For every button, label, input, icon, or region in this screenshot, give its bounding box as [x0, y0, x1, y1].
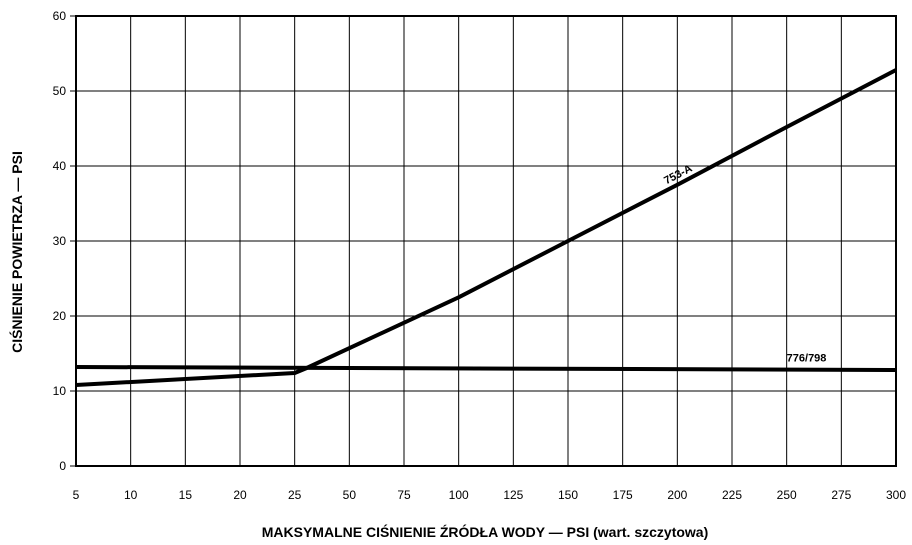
x-tick-label: 275: [831, 488, 851, 502]
x-tick-label: 50: [343, 488, 357, 502]
y-tick-label: 10: [53, 384, 67, 398]
x-axis-title: MAKSYMALNE CIŚNIENIE ŹRÓDŁA WODY — PSI (…: [262, 523, 709, 540]
y-tick-label: 50: [53, 84, 67, 98]
series-line-1: [75, 365, 897, 372]
x-tick-label: 15: [179, 488, 193, 502]
x-tick-label: 25: [288, 488, 302, 502]
series-line-0: [75, 68, 897, 387]
x-tick-label: 300: [886, 488, 906, 502]
x-tick-labels: 5 10 15 20 25 50 75 100 125 150 175 200 225 250 275 300: [73, 488, 907, 502]
y-tick-label: 0: [59, 459, 66, 473]
x-tick-label: 125: [503, 488, 523, 502]
x-tick-label: 75: [397, 488, 411, 502]
y-tick-label: 30: [53, 234, 67, 248]
x-tick-label: 225: [722, 488, 742, 502]
y-axis-title: CIŚNIENIE POWIETRZA — PSI: [8, 151, 25, 353]
x-tick-label: 5: [73, 488, 80, 502]
y-tick-label: 20: [53, 309, 67, 323]
x-tick-label: 175: [613, 488, 633, 502]
x-tick-label: 20: [233, 488, 247, 502]
x-tick-label: 200: [667, 488, 687, 502]
series-label-776-798: 776/798: [787, 353, 827, 365]
grid-lines: [75, 15, 897, 467]
x-tick-label: 100: [449, 488, 469, 502]
y-tick-labels: 0 10 20 30 40 50 60: [53, 9, 76, 473]
y-tick-label: 60: [53, 9, 67, 23]
x-tick-label: 250: [777, 488, 797, 502]
x-tick-label: 150: [558, 488, 578, 502]
x-tick-label: 10: [124, 488, 138, 502]
y-tick-label: 40: [53, 159, 67, 173]
